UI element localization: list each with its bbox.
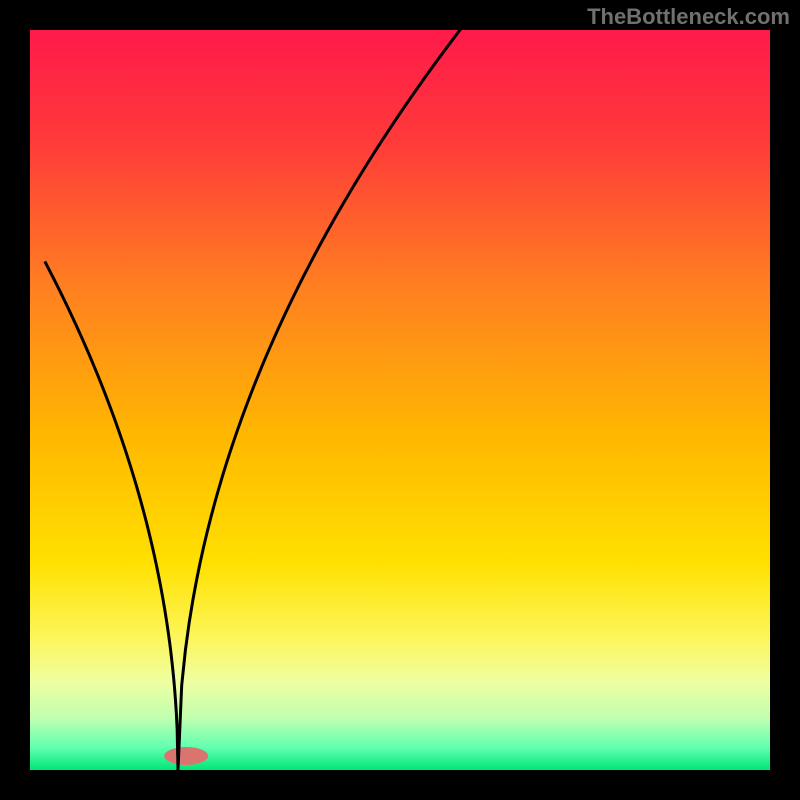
chart-svg: [0, 0, 800, 800]
chart-container: TheBottleneck.com: [0, 0, 800, 800]
gradient-background: [30, 30, 770, 770]
minimum-marker: [164, 747, 208, 765]
